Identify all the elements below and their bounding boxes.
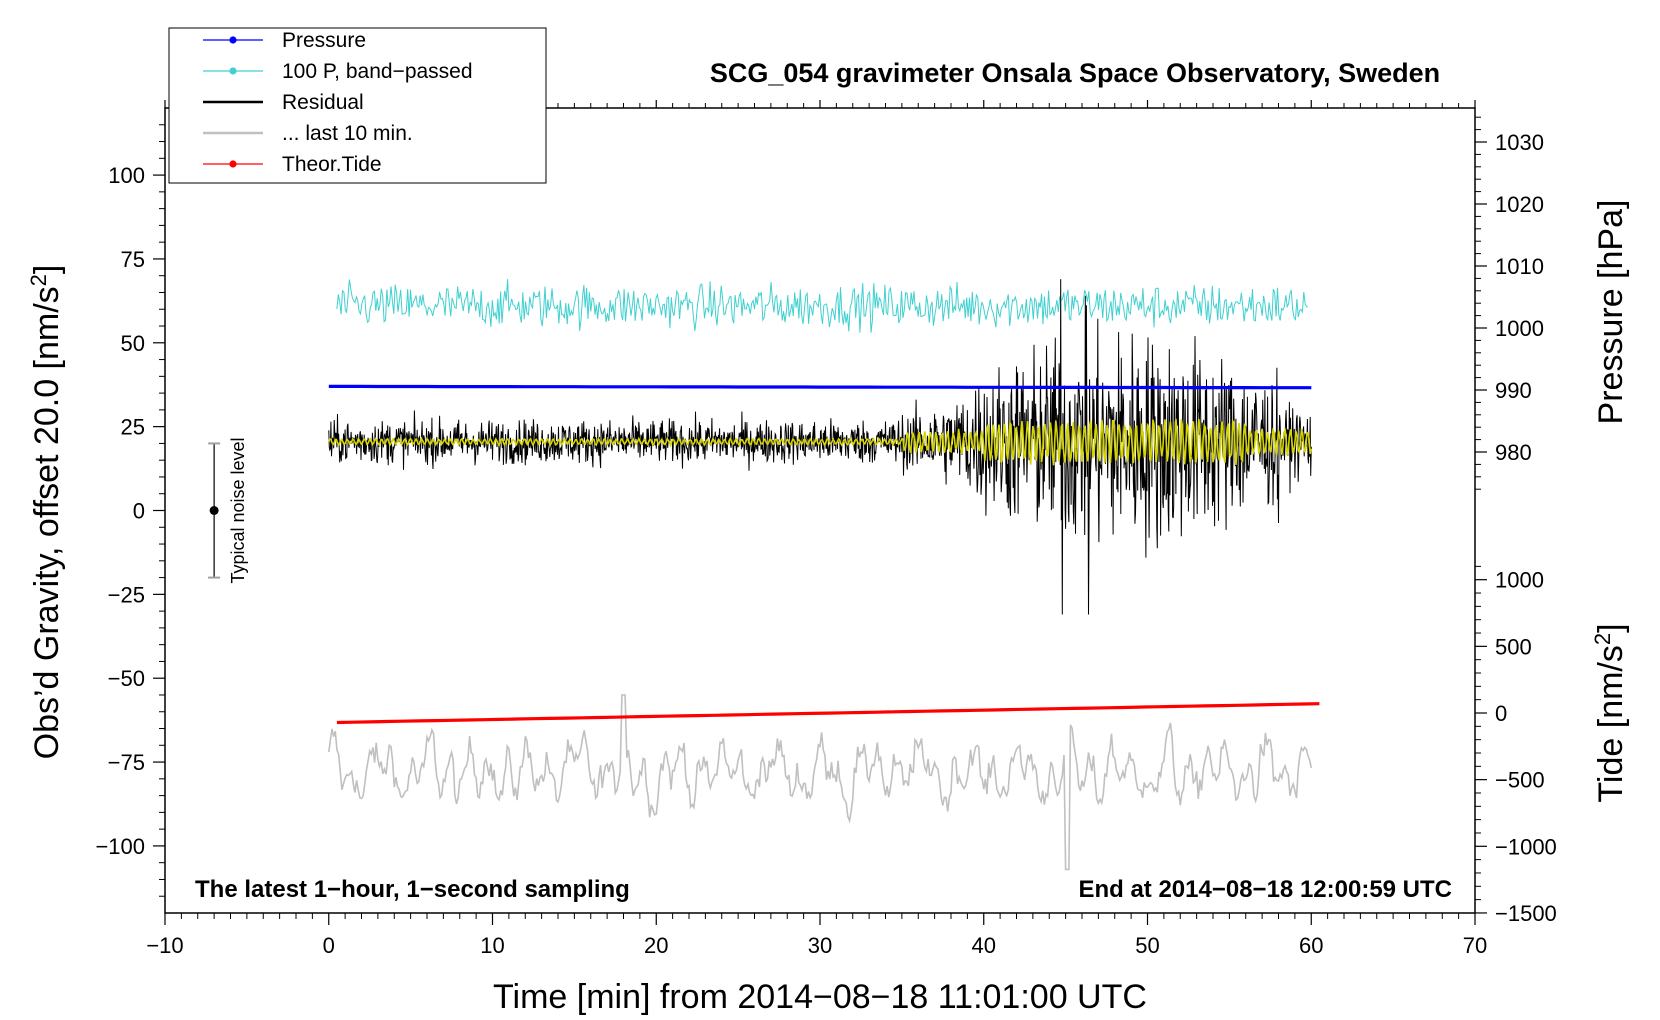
y-axis-tide-label: Tide [nm/s2] [1590, 623, 1630, 802]
y-tick-label: 50 [121, 331, 145, 356]
legend-swatch-marker [229, 67, 237, 75]
y-axis-left: −100 −75 −50 −25 0 25 50 75 100 [95, 163, 165, 859]
x-tick-label: 10 [480, 933, 504, 958]
x-tick-label: 30 [808, 933, 832, 958]
x-tick-label: 40 [972, 933, 996, 958]
noise-level-bar: Typical noise level [208, 437, 248, 584]
tide-tick-label: 500 [1495, 634, 1532, 659]
y-axis-tide: −1500 −1000 −500 0 500 1000 [1475, 568, 1557, 926]
y-tick-label: 100 [108, 163, 145, 188]
legend-item: 100 P, band−passed [203, 60, 473, 83]
x-tick-label: 50 [1135, 933, 1159, 958]
pressure-tick-label: 990 [1495, 378, 1532, 403]
noise-bar-center-dot [209, 506, 219, 515]
y-tick-label: −50 [108, 666, 145, 691]
legend-item: ... last 10 min. [203, 122, 413, 145]
tide-tick-label: 0 [1495, 701, 1507, 726]
series-layer [328, 279, 1320, 871]
series-theoretical-tide [336, 702, 1320, 725]
annotation-latest-hour: The latest 1−hour, 1−second sampling [195, 876, 630, 903]
pressure-tick-label: 1000 [1495, 316, 1544, 341]
y-tide-label-close: ] [1592, 623, 1630, 632]
legend-label: 100 P, band−passed [282, 60, 473, 83]
chart-title: SCG_054 gravimeter Onsala Space Observat… [710, 58, 1440, 88]
x-tick-label: 60 [1299, 933, 1323, 958]
series-last-10-min [328, 694, 1313, 871]
legend: Pressure 100 P, band−passed Residual ... la… [168, 27, 547, 184]
legend-item: Theor.Tide [203, 153, 382, 176]
x-axis-label: Time [min] from 2014−08−18 11:01:00 UTC [493, 978, 1147, 1016]
pressure-tick-label: 1010 [1495, 254, 1544, 279]
tide-tick-label: −1500 [1495, 901, 1557, 926]
y-tick-label: 0 [133, 499, 145, 524]
y-tick-label: −25 [108, 582, 145, 607]
x-tick-label: 20 [644, 933, 668, 958]
legend-label: Residual [282, 91, 364, 114]
x-tick-label: 70 [1463, 933, 1487, 958]
legend-label: Theor.Tide [282, 153, 382, 176]
tide-tick-label: −500 [1495, 768, 1545, 793]
y-tick-label: 75 [121, 247, 145, 272]
legend-label: Pressure [282, 29, 366, 52]
x-tick-label: 0 [323, 933, 335, 958]
y-tick-label: 25 [121, 415, 145, 440]
y-tick-label: −100 [95, 834, 145, 859]
minor-ticks [159, 103, 1481, 919]
x-axis: −10 0 10 20 30 40 50 60 70 [146, 100, 1487, 958]
series-pressure [328, 384, 1312, 390]
legend-item: Pressure [203, 29, 366, 52]
pressure-tick-label: 1020 [1495, 192, 1544, 217]
legend-swatch-marker [229, 160, 237, 168]
legend-label: ... last 10 min. [282, 122, 413, 145]
y-left-label-sup: 2 [26, 274, 51, 286]
series-residual-smoothed [328, 418, 1313, 466]
legend-item: Residual [203, 91, 364, 114]
tide-tick-label: 1000 [1495, 568, 1544, 593]
pressure-tick-label: 1030 [1495, 130, 1544, 155]
y-left-label-close: ] [28, 265, 66, 274]
series-residual [328, 279, 1312, 615]
y-left-label-main: Obs’d Gravity, offset 20.0 [nm/s [28, 286, 66, 759]
noise-bar-label: Typical noise level [228, 437, 248, 583]
annotation-end-time: End at 2014−08−18 12:00:59 UTC [1078, 876, 1452, 903]
tide-tick-label: −1000 [1495, 834, 1557, 859]
y-tick-label: −75 [108, 750, 145, 775]
y-tide-label-sup: 2 [1590, 633, 1615, 645]
pressure-tick-label: 980 [1495, 440, 1532, 465]
x-tick-label: −10 [146, 933, 183, 958]
y-axis-left-label: Obs’d Gravity, offset 20.0 [nm/s2] [26, 265, 66, 760]
legend-swatch-marker [229, 36, 237, 44]
y-axis-pressure: 980 990 1000 1010 1020 1030 [1475, 130, 1544, 465]
y-tide-label-main: Tide [nm/s [1592, 645, 1630, 802]
y-axis-pressure-label: Pressure [hPa] [1592, 200, 1630, 425]
legend-box [168, 27, 547, 184]
series-band-passed-pressure [336, 279, 1309, 333]
